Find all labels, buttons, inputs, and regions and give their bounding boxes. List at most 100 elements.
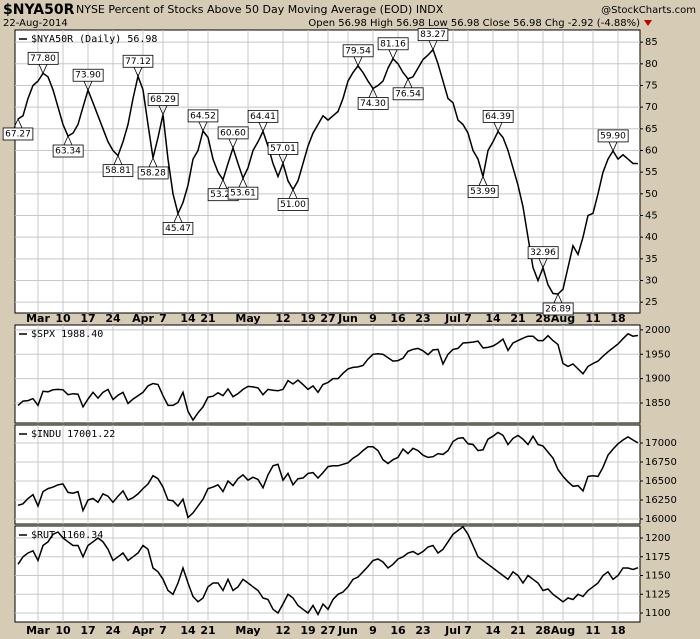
value-label: 64.52 (187, 109, 219, 123)
value-label: 53.99 (467, 185, 499, 198)
y-tick-label: 16000 (645, 514, 677, 525)
x-tick-label: Apr (132, 312, 154, 325)
data-label: 26.89 (545, 304, 571, 314)
y-tick-label: 2000 (645, 325, 670, 336)
label-pointer (238, 177, 248, 188)
value-label: 53.61 (227, 186, 259, 200)
value-label: 45.47 (162, 222, 194, 235)
x-tick-label: Jun (337, 312, 358, 325)
y-tick-label: 1100 (645, 608, 670, 619)
y-tick-label: 35 (645, 254, 658, 265)
y-tick-label: 1950 (645, 349, 670, 360)
x-tick-label: 21 (510, 624, 525, 637)
line (17, 332, 639, 422)
symbol: $NYA50R (3, 2, 75, 18)
value-label: 64.41 (247, 109, 279, 123)
value-label: 76.54 (392, 87, 424, 101)
x-tick-label: 14 (485, 312, 501, 325)
x-tick-label: 17 (80, 624, 95, 637)
label-box (527, 246, 559, 260)
label-box (227, 186, 259, 200)
label-box (217, 126, 249, 140)
x-tick-label: Mar (26, 312, 50, 325)
y-tick-label: 75 (645, 80, 658, 91)
legend-label: $NYA50R (Daily) 56.98 (31, 34, 157, 45)
label-box (342, 44, 374, 58)
label-box (247, 109, 279, 123)
y-tick-label: 17000 (645, 438, 677, 449)
value-label: 26.89 (542, 302, 574, 316)
label-pointer (258, 122, 268, 133)
data-label: 77.80 (30, 54, 56, 64)
x-tick-label: 11 (585, 312, 600, 325)
value-label: 60.60 (217, 126, 249, 140)
line (17, 525, 639, 617)
label-pointer (288, 188, 298, 199)
label-pointer (608, 141, 618, 152)
label-pointer (83, 81, 93, 92)
label-box (122, 54, 154, 68)
data-label: 58.28 (140, 168, 166, 178)
label-pointer (228, 138, 238, 149)
data-label: 64.41 (250, 112, 276, 122)
data-label: 53.61 (230, 189, 256, 199)
legend-label: $RUT 1160.34 (31, 530, 103, 541)
legend-label: $INDU 17001.22 (31, 429, 115, 440)
value-label: 57.01 (267, 142, 299, 155)
watermark: @StockCharts.com (601, 5, 696, 16)
data-label: 83.27 (420, 30, 446, 40)
value-label: 79.54 (342, 44, 374, 58)
data-label: 53.99 (470, 187, 496, 197)
label-pointer (173, 212, 183, 223)
x-tick-label: 10 (55, 624, 71, 637)
x-tick-label: Mar (26, 624, 50, 637)
y-tick-label: 16500 (645, 476, 677, 487)
data-label: 77.12 (125, 57, 151, 67)
label-pointer (158, 105, 168, 116)
y-tick-label: 65 (645, 124, 658, 135)
data-label: 73.90 (75, 71, 101, 81)
label-box (267, 142, 299, 155)
value-label: 64.39 (482, 110, 514, 123)
label-pointer (493, 122, 503, 133)
label-pointer (353, 56, 363, 67)
label-pointer (148, 156, 158, 168)
label-box (277, 198, 309, 211)
x-tick-label: 7 (159, 312, 167, 325)
x-tick-label: 24 (105, 624, 121, 637)
x-tick-label: 18 (610, 312, 625, 325)
y-tick-label: 55 (645, 167, 658, 178)
value-label: 77.80 (27, 51, 59, 65)
x-tick-label: 18 (610, 624, 625, 637)
label-box (72, 68, 104, 82)
y-tick-label: 16250 (645, 495, 677, 506)
x-tick-label: 9 (369, 624, 377, 637)
value-label: 74.30 (357, 97, 389, 110)
x-tick-label: 9 (369, 312, 377, 325)
data-label: 45.47 (165, 224, 191, 234)
x-tick-label: 21 (510, 312, 525, 325)
label-pointer (133, 67, 143, 78)
data-label: 79.54 (345, 46, 371, 56)
label-box (417, 28, 449, 42)
label-box (357, 97, 389, 110)
data-label: 60.60 (220, 128, 246, 138)
label-box (147, 93, 179, 106)
y-tick-label: 85 (645, 37, 658, 48)
data-label: 51.00 (280, 200, 306, 210)
x-tick-label: Jun (337, 624, 358, 637)
data-label: 81.16 (380, 39, 406, 49)
x-tick-label: 19 (300, 312, 315, 325)
x-tick-label: 16 (390, 312, 406, 325)
x-tick-label: 11 (585, 624, 600, 637)
label-box (27, 51, 59, 65)
label-pointer (428, 40, 438, 51)
label-box (392, 87, 424, 101)
label-pointer (63, 135, 73, 146)
x-tick-label: 14 (180, 312, 196, 325)
label-box (137, 166, 169, 180)
down-arrow (644, 20, 652, 26)
quote: Open 56.98 High 56.98 Low 56.98 Close 56… (308, 18, 640, 29)
label-box (102, 164, 134, 178)
